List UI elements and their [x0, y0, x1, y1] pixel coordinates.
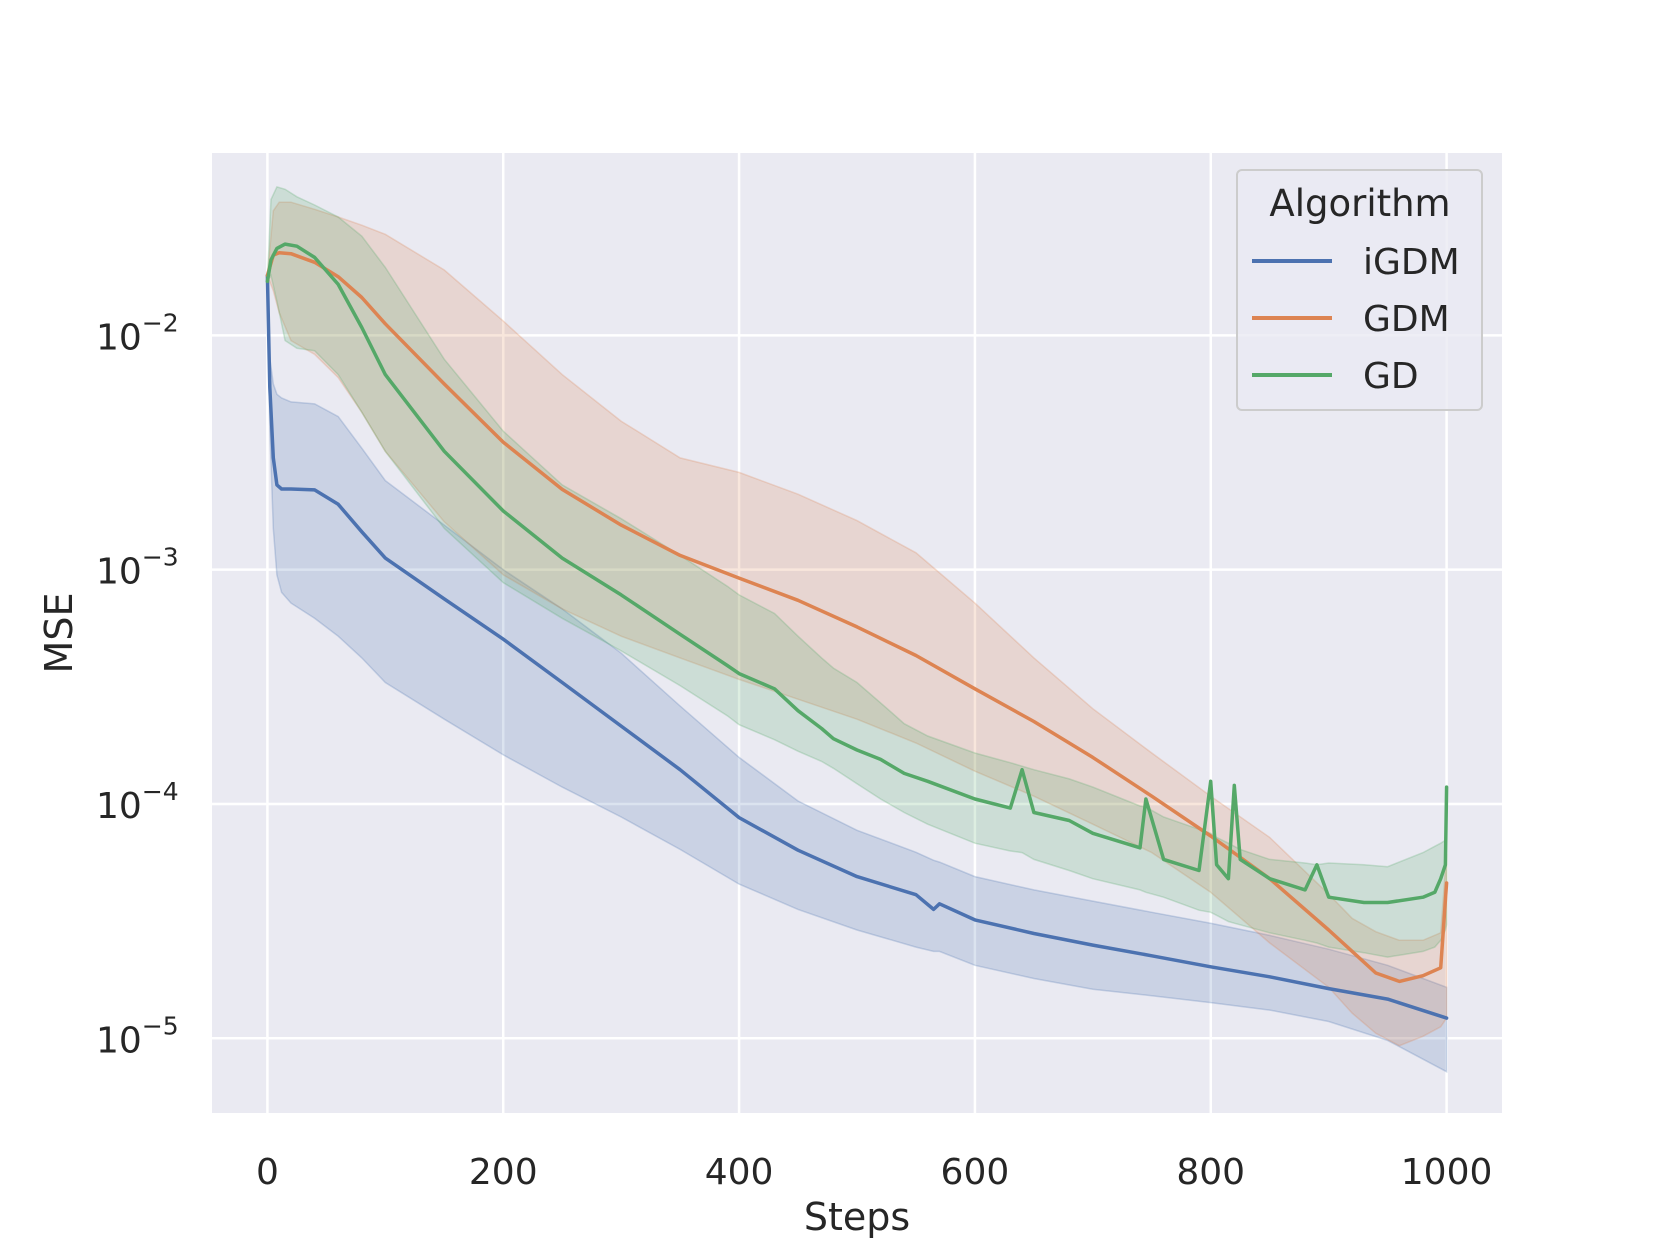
line-gd — [265, 242, 1449, 905]
confidence-bands — [266, 185, 1448, 1073]
y-axis-label: MSE — [37, 593, 81, 674]
legend-label-gdm: GDM — [1363, 299, 1450, 340]
legend: Algorithm iGDM GDM GD — [1236, 169, 1483, 411]
band-gd — [266, 185, 1448, 958]
y-tick-label: 10−3 — [96, 543, 179, 593]
x-tick-label: 200 — [469, 1152, 538, 1193]
legend-title: Algorithm — [1269, 182, 1450, 225]
x-axis-ticks: 0 200 400 600 800 1000 — [256, 1152, 1492, 1193]
series-lines — [265, 242, 1449, 1020]
y-tick-label: 10−4 — [96, 777, 179, 827]
x-tick-label: 400 — [705, 1152, 774, 1193]
legend-frame — [1236, 169, 1483, 411]
line-igdm — [265, 273, 1449, 1020]
line-gdm — [265, 251, 1449, 984]
band-igdm — [266, 275, 1448, 1073]
x-tick-label: 600 — [941, 1152, 1010, 1193]
x-tick-label: 1000 — [1401, 1152, 1493, 1193]
x-tick-label: 0 — [256, 1152, 279, 1193]
x-axis-label: Steps — [804, 1195, 910, 1239]
y-tick-label: 10−2 — [96, 308, 179, 358]
band-gdm — [266, 201, 1448, 1047]
y-axis-ticks: 10−5 10−4 10−3 10−2 — [96, 308, 179, 1061]
y-tick-label: 10−5 — [96, 1011, 179, 1061]
legend-label-igdm: iGDM — [1363, 242, 1460, 283]
x-tick-label: 800 — [1176, 1152, 1245, 1193]
legend-label-gd: GD — [1363, 356, 1419, 397]
legend-items: iGDM GDM GD — [1252, 242, 1460, 397]
